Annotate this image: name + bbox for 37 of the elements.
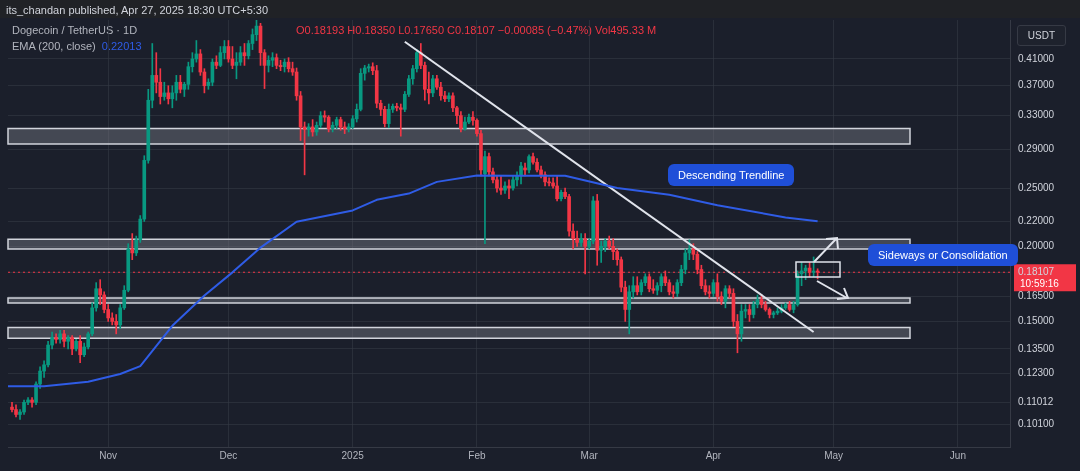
annotation: Descending Trendline bbox=[668, 164, 795, 186]
y-tick-label: 0.12300 bbox=[1018, 366, 1055, 378]
annotation: Sideways or Consolidation bbox=[868, 244, 1018, 266]
x-tick-label: May bbox=[824, 449, 844, 461]
y-tick-label: 0.22000 bbox=[1018, 215, 1055, 227]
x-tick-label: Mar bbox=[580, 449, 599, 461]
x-tick-label: Apr bbox=[705, 449, 722, 461]
candlestick bbox=[114, 314, 119, 335]
y-tick-label: 0.41000 bbox=[1018, 52, 1055, 64]
x-tick-label: Nov bbox=[99, 449, 118, 461]
y-axis-title: USDT bbox=[1016, 25, 1066, 46]
candlestick bbox=[398, 103, 403, 137]
chart-subtitle: its_chandan published, Apr 27, 2025 18:30 UTC+5:30 bbox=[6, 4, 269, 16]
y-tick-label: 0.16500 bbox=[1018, 290, 1055, 302]
y-tick-label: 0.33000 bbox=[1018, 109, 1055, 121]
candlestick bbox=[483, 150, 487, 245]
y-tick-label: 0.11012 bbox=[1018, 395, 1054, 407]
annotation: O0.18193 H0.18350 L0.17650 C0.18107 −0.00085 (−0.47%) Vol495.33 M bbox=[296, 23, 657, 38]
y-tick-label: 0.18107 bbox=[1018, 266, 1055, 278]
candlestick bbox=[130, 233, 135, 261]
candlestick bbox=[342, 121, 347, 134]
y-tick-label: 0.25000 bbox=[1018, 181, 1055, 193]
x-tick-label: Jun bbox=[949, 449, 966, 461]
text: 10:59:16 bbox=[1020, 278, 1060, 290]
y-tick-label: 0.13500 bbox=[1018, 342, 1055, 354]
candlestick bbox=[162, 81, 167, 101]
x-tick-label: Dec bbox=[219, 449, 238, 461]
y-tick-label: 0.10100 bbox=[1018, 418, 1055, 430]
x-tick-label: Feb bbox=[468, 449, 486, 461]
y-tick-label: 0.20000 bbox=[1018, 240, 1055, 252]
y-tick-label: 0.29000 bbox=[1018, 143, 1055, 155]
y-tick-label: 0.15000 bbox=[1018, 315, 1055, 327]
y-tick-label: 0.37000 bbox=[1018, 79, 1055, 91]
chart-title: Dogecoin / TetherUS · 1D bbox=[12, 23, 139, 38]
x-tick-label: 2025 bbox=[341, 449, 365, 461]
text: EMA (200, close) bbox=[12, 40, 96, 52]
annotation: 0.22013 bbox=[101, 40, 142, 52]
